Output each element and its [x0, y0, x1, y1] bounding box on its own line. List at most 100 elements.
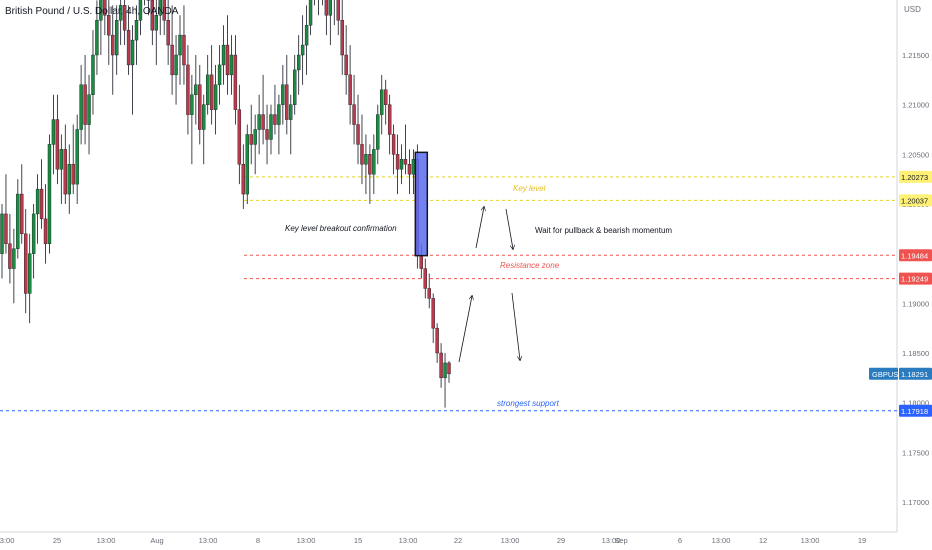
- candle-body[interactable]: [170, 44, 174, 76]
- candle-body[interactable]: [99, 0, 103, 21]
- candle-body[interactable]: [423, 268, 427, 289]
- candle-body[interactable]: [253, 129, 257, 145]
- candle-body[interactable]: [12, 248, 16, 269]
- candle-body[interactable]: [43, 218, 48, 244]
- candle-body[interactable]: [194, 84, 198, 95]
- candle-body[interactable]: [296, 54, 301, 71]
- candle-body[interactable]: [225, 44, 230, 76]
- candle-body[interactable]: [407, 164, 412, 175]
- candle-body[interactable]: [182, 34, 186, 66]
- candle-body[interactable]: [198, 84, 202, 130]
- candle-body[interactable]: [300, 44, 305, 56]
- candle-body[interactable]: [304, 25, 309, 46]
- candle-body[interactable]: [122, 5, 127, 31]
- candle-body[interactable]: [348, 74, 352, 105]
- candle-body[interactable]: [229, 54, 234, 76]
- candle-body[interactable]: [186, 64, 190, 115]
- candle-body[interactable]: [403, 159, 408, 165]
- candle-body[interactable]: [111, 34, 115, 56]
- candle-body[interactable]: [277, 104, 281, 125]
- candle-body[interactable]: [209, 74, 214, 110]
- candle-body[interactable]: [285, 84, 289, 120]
- candle-body[interactable]: [158, 0, 162, 16]
- candle-body[interactable]: [217, 64, 222, 86]
- candle-body[interactable]: [293, 69, 297, 105]
- candle-body[interactable]: [431, 298, 435, 329]
- candle-body[interactable]: [59, 149, 64, 170]
- candle-body[interactable]: [360, 144, 364, 165]
- candle-body[interactable]: [103, 0, 107, 16]
- candle-body[interactable]: [395, 154, 400, 170]
- candle-body[interactable]: [24, 233, 28, 294]
- candle-body[interactable]: [336, 0, 340, 21]
- candle-body[interactable]: [387, 104, 392, 135]
- candle-body[interactable]: [51, 119, 56, 145]
- candle-body[interactable]: [162, 0, 166, 21]
- candle-body[interactable]: [368, 154, 372, 175]
- candle-body[interactable]: [150, 0, 155, 31]
- candle-body[interactable]: [391, 134, 396, 155]
- candle-body[interactable]: [427, 288, 431, 299]
- candle-body[interactable]: [178, 34, 182, 56]
- candle-body[interactable]: [71, 164, 75, 185]
- candle-body[interactable]: [399, 159, 404, 170]
- candle-body[interactable]: [67, 164, 71, 195]
- candle-body[interactable]: [107, 15, 111, 36]
- candle-body[interactable]: [439, 352, 443, 379]
- candle-body[interactable]: [83, 84, 87, 125]
- candle-body[interactable]: [265, 129, 269, 140]
- candle-body[interactable]: [308, 0, 313, 26]
- candle-body[interactable]: [166, 20, 170, 46]
- candle-body[interactable]: [79, 84, 83, 130]
- candle-body[interactable]: [126, 29, 131, 66]
- candle-body[interactable]: [31, 213, 36, 254]
- candle-body[interactable]: [63, 149, 67, 195]
- candle-body[interactable]: [16, 193, 20, 249]
- candle-body[interactable]: [118, 5, 123, 21]
- candle-body[interactable]: [8, 243, 12, 269]
- candle-body[interactable]: [213, 84, 218, 110]
- candle-body[interactable]: [0, 213, 4, 254]
- candle-body[interactable]: [221, 44, 226, 66]
- candle-body[interactable]: [237, 109, 242, 165]
- candle-body[interactable]: [384, 89, 388, 105]
- candle-body[interactable]: [289, 104, 293, 120]
- candle-body[interactable]: [190, 94, 194, 115]
- candle-body[interactable]: [39, 188, 44, 220]
- candle-body[interactable]: [419, 255, 424, 269]
- candle-body[interactable]: [281, 84, 285, 105]
- candle-body[interactable]: [372, 149, 376, 175]
- candle-body[interactable]: [154, 15, 158, 31]
- candle-body[interactable]: [75, 129, 79, 185]
- candle-body[interactable]: [233, 54, 238, 110]
- candle-body[interactable]: [328, 0, 333, 16]
- candle-body[interactable]: [47, 144, 52, 244]
- candle-body[interactable]: [241, 164, 246, 195]
- candle-body[interactable]: [340, 20, 344, 56]
- candle-body[interactable]: [87, 94, 91, 125]
- candle-body[interactable]: [376, 114, 380, 150]
- candle-body[interactable]: [115, 20, 119, 56]
- candle-body[interactable]: [202, 104, 206, 130]
- candle-body[interactable]: [364, 154, 368, 165]
- candle-body[interactable]: [138, 0, 143, 21]
- candle-body[interactable]: [134, 20, 139, 41]
- candle-body[interactable]: [356, 124, 360, 145]
- candle-body[interactable]: [352, 104, 356, 125]
- candle-body[interactable]: [324, 0, 329, 16]
- candle-body[interactable]: [269, 114, 273, 140]
- candle-body[interactable]: [273, 114, 277, 125]
- candle-body[interactable]: [443, 362, 447, 379]
- candle-body[interactable]: [20, 193, 24, 234]
- candle-body[interactable]: [205, 74, 210, 105]
- candle-body[interactable]: [35, 188, 40, 215]
- candle-body[interactable]: [344, 54, 348, 76]
- candle-body[interactable]: [249, 134, 253, 145]
- candle-body[interactable]: [55, 119, 60, 170]
- candle-body[interactable]: [435, 327, 439, 354]
- candle-body[interactable]: [447, 362, 451, 375]
- candle-body[interactable]: [245, 134, 249, 195]
- candle-body[interactable]: [130, 39, 135, 66]
- candle-body[interactable]: [257, 114, 261, 130]
